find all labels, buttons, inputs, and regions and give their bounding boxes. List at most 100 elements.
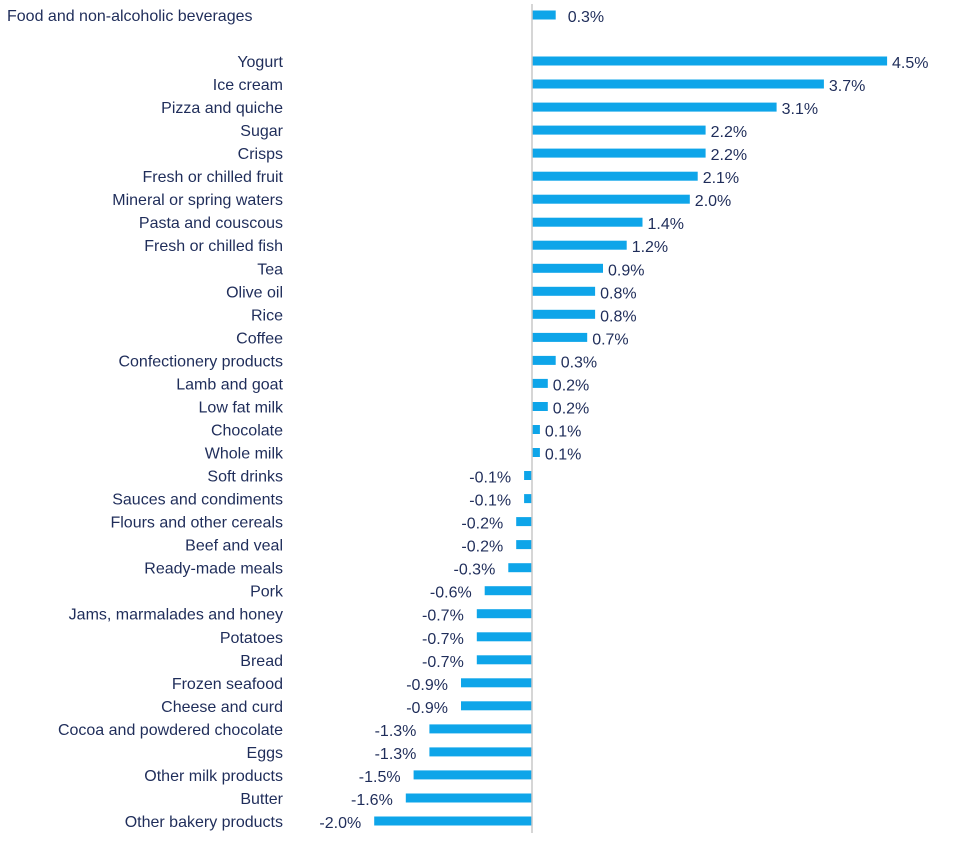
category-label-26: Bread [240,653,283,670]
bar-23 [484,586,532,596]
bar-5 [532,171,698,181]
category-label-11: Rice [251,307,283,324]
category-label-23: Pork [250,584,284,601]
bar-31 [413,770,532,780]
value-label-4: 2.2% [711,147,747,164]
bar-30 [429,747,532,757]
category-label-7: Pasta and couscous [139,215,283,232]
bar-9 [532,263,603,273]
category-label-24: Jams, marmalades and honey [69,607,283,624]
bar-11 [532,309,596,319]
bar-26 [476,655,532,665]
value-label-18: -0.1% [469,470,511,487]
value-label-21: -0.2% [461,539,503,556]
bar-24 [476,609,532,619]
category-label-22: Ready-made meals [144,561,283,578]
category-label-19: Sauces and condiments [112,492,283,509]
value-label-1: 3.7% [829,78,865,95]
category-label-30: Eggs [247,745,283,762]
value-label-17: 0.1% [545,447,581,464]
value-label-26: -0.7% [422,654,464,671]
bar-27 [461,678,532,688]
bar-29 [429,724,532,734]
category-label-9: Tea [257,261,283,278]
value-label-23: -0.6% [430,585,472,602]
value-label-32: -1.6% [351,792,393,809]
category-label-5: Fresh or chilled fruit [143,169,284,186]
value-label-8: 1.2% [632,239,668,256]
bar-8 [532,240,627,250]
category-label-27: Frozen seafood [172,676,283,693]
bar-2 [532,102,777,112]
value-label-11: 0.8% [600,308,636,325]
bar-18 [524,471,532,480]
value-label-14: 0.2% [553,377,589,394]
value-label-13: 0.3% [561,354,597,371]
category-label-17: Whole milk [205,446,284,463]
value-label-19: -0.1% [469,493,511,510]
bar-22 [508,563,532,573]
category-labels-group: Food and non-alcoholic beverages Yogurt Ic… [7,8,284,831]
category-label-3: Sugar [240,123,283,140]
bar-14 [532,378,548,388]
value-label-6: 2.0% [695,193,731,210]
bar-28 [461,701,532,711]
bar-20 [516,517,532,527]
bar-25 [476,632,532,642]
value-label-0: 4.5% [892,55,928,72]
value-label-9: 0.9% [608,262,644,279]
value-label-28: -0.9% [406,700,448,717]
category-label-1: Ice cream [213,77,283,94]
bar-32 [405,793,532,803]
category-label-20: Flours and other cereals [110,515,283,532]
bar-15 [532,402,548,411]
value-label-31: -1.5% [359,769,401,786]
value-label-25: -0.7% [422,631,464,648]
bar-12 [532,332,588,342]
value-label-24: -0.7% [422,608,464,625]
bars-group [374,10,888,826]
value-label-16: 0.1% [545,423,581,440]
category-label-2: Pizza and quiche [161,100,283,117]
category-label-8: Fresh or chilled fish [144,238,283,255]
value-label-10: 0.8% [600,285,636,302]
bar-21 [516,540,532,550]
bar-7 [532,217,643,227]
category-label-28: Cheese and curd [161,699,283,716]
value-label-7: 1.4% [648,216,684,233]
category-label-12: Coffee [236,330,283,347]
value-label-3: 2.2% [711,124,747,141]
value-label-2: 3.1% [782,101,818,118]
category-label-13: Confectionery products [118,353,283,370]
bar-4 [532,148,706,158]
category-label-10: Olive oil [226,284,283,301]
category-label-6: Mineral or spring waters [112,192,283,209]
bar-33 [374,816,532,826]
category-label-0: Yogurt [237,54,283,71]
value-label-33: -2.0% [319,815,361,832]
category-label-18: Soft drinks [207,469,283,486]
category-label-16: Chocolate [211,422,283,439]
bar-3 [532,125,706,135]
value-label-29: -1.3% [375,723,417,740]
summary-bar [532,10,556,20]
category-label-29: Cocoa and powdered chocolate [58,722,283,739]
category-label-4: Crisps [238,146,283,163]
value-label-20: -0.2% [461,516,503,533]
value-label-27: -0.9% [406,677,448,694]
category-label-32: Butter [240,791,283,808]
bar-10 [532,286,596,296]
category-label-33: Other bakery products [125,814,283,831]
bar-13 [532,355,556,365]
summary-value-label: 0.3% [568,9,604,26]
value-label-5: 2.1% [703,170,739,187]
category-label-31: Other milk products [144,768,283,785]
bar-6 [532,194,690,204]
bar-19 [524,494,532,504]
bar-0 [532,56,888,66]
value-label-15: 0.2% [553,400,589,417]
summary-category-label: Food and non-alcoholic beverages [7,8,253,25]
category-label-14: Lamb and goat [176,376,283,393]
category-label-15: Low fat milk [199,399,284,416]
